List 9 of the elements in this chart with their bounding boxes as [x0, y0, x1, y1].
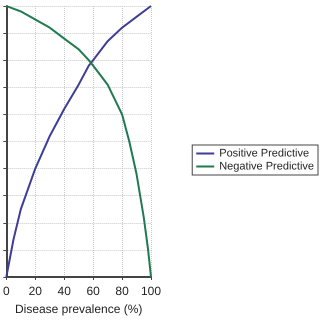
x-tick-label: 40	[58, 284, 72, 298]
x-axis-title: Disease prevalence (%)	[14, 302, 142, 316]
legend-label: Negative Predictive	[219, 160, 314, 172]
x-tick-label: 60	[86, 284, 100, 298]
x-tick-label: 0	[2, 284, 10, 298]
x-tick-label: 20	[28, 284, 42, 298]
x-tick-label: 80	[115, 284, 130, 298]
legend-label: Positive Predictive	[219, 148, 310, 160]
x-tick-label: 100	[140, 284, 162, 298]
